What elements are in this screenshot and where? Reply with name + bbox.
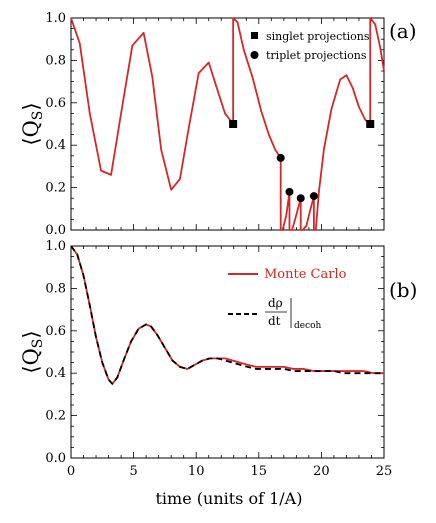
panel-a-ticks: 0.0 0.2 0.4 0.6 0.8 1.0 <box>45 11 385 238</box>
panel-a-markers <box>229 120 375 203</box>
x-tick-label: 15 <box>251 464 268 479</box>
y-tick-label: 1.0 <box>45 239 66 254</box>
x-tick-label: 5 <box>129 464 137 479</box>
y-tick-label: 0.2 <box>45 181 66 196</box>
legend-decoh-subscript: decoh <box>294 321 322 331</box>
y-tick-label: 0.4 <box>45 366 66 381</box>
x-axis-label: time (units of 1/A) <box>156 489 303 508</box>
panel-b-y-label: ⟨QS⟩ <box>19 330 46 373</box>
legend-circle-marker <box>250 51 259 59</box>
singlet-projection-marker <box>229 120 238 128</box>
singlet-projection-marker <box>366 120 375 128</box>
y-tick-label: 0.0 <box>45 451 66 466</box>
panel-b-series <box>70 245 384 385</box>
y-tick-label: 0.8 <box>45 281 66 296</box>
x-tick-label: 0 <box>67 464 75 479</box>
x-tick-label: 20 <box>313 464 330 479</box>
panel-b-ticks: 0 5 10 15 20 25 0.0 0.2 0.4 0.6 0.8 1.0 <box>45 239 392 479</box>
x-tick-label: 10 <box>188 464 205 479</box>
y-tick-label: 1.0 <box>45 11 66 26</box>
y-tick-label: 0.0 <box>45 223 66 238</box>
panel-b-label: (b) <box>389 278 417 302</box>
legend-monte-carlo-label: Monte Carlo <box>264 267 347 282</box>
legend-singlet-label: singlet projections <box>266 30 370 43</box>
series-line-solid <box>70 17 385 231</box>
triplet-projection-marker <box>276 153 285 162</box>
legend-square-marker <box>251 32 258 39</box>
legend-triplet-label: triplet projections <box>266 49 367 62</box>
series-line-dashed <box>70 245 384 385</box>
y-tick-label: 0.4 <box>45 138 66 153</box>
y-tick-label: 0.2 <box>45 409 66 424</box>
legend-decoh-denominator: dt <box>268 314 281 328</box>
panel-b: 0 5 10 15 20 25 0.0 0.2 0.4 0.6 0.8 1.0 (b) Monte C… <box>45 239 417 479</box>
legend-decoh-numerator: dρ <box>268 296 283 310</box>
panel-a-label: (a) <box>389 19 417 43</box>
panel-a-y-label: ⟨QS⟩ <box>19 102 46 145</box>
triplet-projection-marker <box>285 187 294 196</box>
panel-a-series <box>70 17 385 231</box>
panel-b-legend: Monte Carlo dρ dt decoh <box>228 267 347 331</box>
triplet-projection-marker <box>296 194 305 203</box>
panel-a-legend: singlet projections triplet projections <box>250 30 370 62</box>
y-tick-label: 0.8 <box>45 53 66 68</box>
x-tick-label: 25 <box>376 464 393 479</box>
y-tick-label: 0.6 <box>45 96 66 111</box>
triplet-projection-marker <box>309 192 318 201</box>
panel-a: 0.0 0.2 0.4 0.6 0.8 1.0 (a) singlet projectio… <box>45 11 416 238</box>
y-tick-label: 0.6 <box>45 324 66 339</box>
